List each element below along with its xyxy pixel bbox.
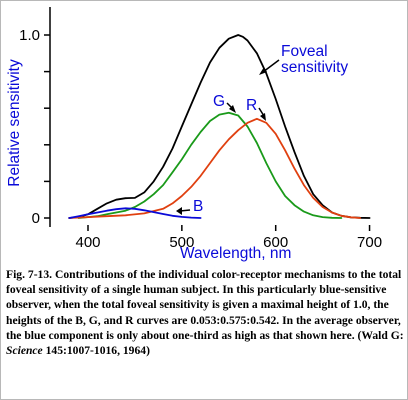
figure-caption: Fig. 7-13. Contributions of the individu… [6,267,404,358]
series-line-g [77,111,343,219]
x-tick-label: 400 [75,234,100,251]
caption-journal: Science [6,344,43,358]
x-tick-label: 700 [357,234,382,251]
annotation-foveal: Foveal [281,43,328,60]
y-tick-label: 1.0 [19,27,40,44]
annotation-b: B [193,198,203,215]
arrowhead-r [260,113,266,121]
x-tick-label: 600 [263,234,288,251]
arrowhead-g [229,105,236,113]
series-lines [68,34,371,219]
series-line-foveal-sensitivity [68,34,371,219]
x-tick-label: 500 [169,234,194,251]
y-axis-label: Relative sensitivity [6,59,23,187]
x-axis-label: Wavelength, nm [180,245,291,262]
annotations: Foveal sensitivity G R B [176,43,348,215]
caption-citation: 145:1007-1016, 1964) [42,344,150,358]
annotation-g: G [213,93,225,110]
series-line-r [68,117,362,219]
series-line-b [68,207,202,219]
sensitivity-chart: 01.0 400 500 600 700 Foveal sensitivity G R… [6,7,382,262]
annotation-r: R [246,97,257,114]
x-ticks: 400 500 600 700 [75,225,382,251]
annotation-sensitivity: sensitivity [281,59,348,76]
arrowhead-b [176,207,182,215]
arrowhead-foveal [259,67,267,75]
y-tick-label: 0 [32,210,40,227]
y-ticks: 01.0 [19,27,50,227]
caption-text: Fig. 7-13. Contributions of the individu… [6,268,404,342]
